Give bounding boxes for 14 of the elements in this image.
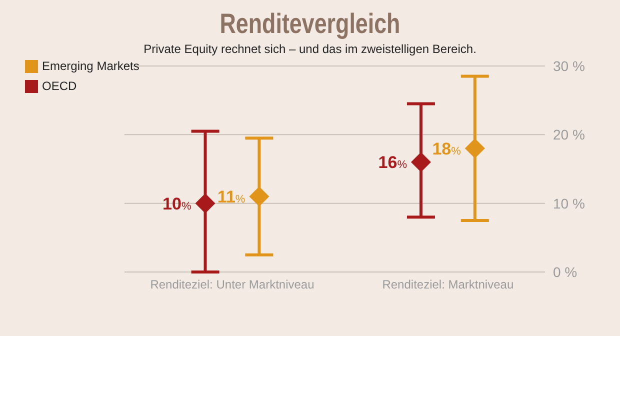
- legend-label: OECD: [42, 79, 77, 93]
- x-tick-label: Renditeziel: Marktniveau: [382, 278, 514, 292]
- y-tick-label: 20 %: [553, 126, 585, 143]
- chart-subtitle: Private Equity rechnet sich – und das im zweistelligen Bereich.: [142, 42, 478, 56]
- y-tick-label: 30 %: [553, 58, 585, 74]
- data-label: 11%: [217, 187, 246, 206]
- chart-title: Renditevergleich: [218, 7, 402, 40]
- data-label: 10%: [162, 194, 192, 214]
- data-label: 16%: [378, 153, 408, 172]
- x-tick-label: Renditeziel: Unter Marktniveau: [150, 278, 314, 292]
- legend-label: Emerging Markets: [42, 59, 140, 73]
- y-tick-label: 0 %: [553, 264, 578, 280]
- y-tick-label: 10 %: [553, 195, 585, 212]
- data-label: 18%: [432, 139, 462, 158]
